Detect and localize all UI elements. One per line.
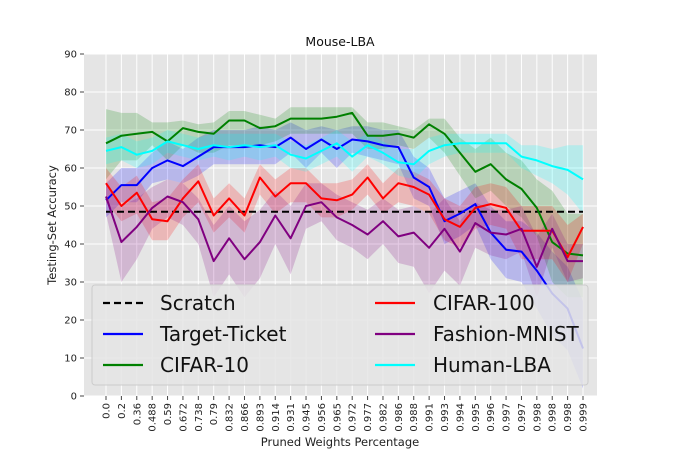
line-human-lba [105,140,584,181]
x-axis-ticks: 0.0 0.2 0.36 0.488 0.59 0.672 0.738 0.79 0.832 0.… [102,396,590,432]
band-human-lba [106,130,583,214]
x-axis-label: Pruned Weights Percentage [261,435,419,449]
x-tick-label: 0.998 [532,403,543,432]
x-tick-label: 0.672 [178,403,189,432]
legend-label-cifar-100: CIFAR-100 [433,291,535,315]
x-tick-label: 0.914 [271,403,282,432]
y-tick-label: 90 [64,50,77,61]
y-tick-label: 10 [64,354,77,365]
y-tick-label: 80 [64,88,77,99]
line-cifar-100 [105,176,584,259]
legend-label-target-ticket: Target-Ticket [159,322,287,346]
x-tick-label: 0.994 [455,403,466,432]
x-tick-label: 0.956 [317,403,328,432]
legend-label-cifar-10: CIFAR-10 [160,353,249,377]
series-lines [105,111,584,349]
x-tick-label: 0.982 [378,403,389,432]
x-tick-label: 0.488 [148,403,159,432]
x-tick-label: 0.997 [502,403,513,432]
legend-label-fashion-mnist: Fashion-MNIST [433,322,580,346]
x-tick-label: 0.999 [579,403,590,432]
x-tick-label: 0.988 [409,403,420,432]
x-tick-label: 0.977 [363,403,374,432]
line-cifar-10 [105,111,584,257]
line-target-ticket [105,136,584,349]
x-tick-label: 0.996 [486,403,497,432]
y-tick-label: 50 [64,202,77,213]
line-fashion-mnist [105,195,583,268]
x-tick-label: 0.59 [163,403,174,425]
x-tick-label: 0.866 [240,403,251,432]
y-tick-label: 20 [64,316,77,327]
band-cifar-10 [106,107,583,298]
band-fashion-mnist [106,179,583,298]
y-tick-label: 40 [64,240,77,251]
x-tick-label: 0.738 [194,403,205,432]
x-tick-label: 0.2 [117,403,128,419]
legend-label-scratch: Scratch [160,291,236,315]
y-tick-label: 70 [64,126,77,137]
x-tick-label: 0.832 [225,403,236,432]
y-tick-label: 30 [64,278,77,289]
legend-box [91,284,589,386]
x-tick-label: 0.993 [440,403,451,432]
x-tick-label: 0.965 [332,403,343,432]
x-tick-label: 0.36 [132,403,143,425]
y-tick-label: 60 [64,164,77,175]
x-tick-label: 0.997 [517,403,528,432]
confidence-bands [106,107,583,389]
x-tick-label: 0.986 [394,403,405,432]
legend-label-human-lba: Human-LBA [433,353,551,377]
y-tick-label: 0 [71,392,77,403]
legend: Scratch CIFAR-100 Target-Ticket Fashion-MNI… [91,284,589,386]
x-tick-label: 0.995 [471,403,482,432]
x-tick-label: 0.0 [102,403,113,419]
x-tick-label: 0.893 [255,403,266,432]
x-tick-label: 0.79 [209,403,220,425]
x-tick-label: 0.998 [563,403,574,432]
y-axis-label: Testing-Set Accuracy [45,165,59,286]
band-cifar-100 [106,164,583,282]
chart-title: Mouse-LBA [305,34,375,49]
x-tick-label: 0.945 [302,403,313,432]
x-tick-label: 0.998 [548,403,559,432]
x-tick-label: 0.972 [348,403,359,432]
x-tick-label: 0.931 [286,403,297,432]
y-axis-ticks: 0 10 20 30 40 50 60 70 80 90 [64,50,84,403]
x-tick-label: 0.991 [425,403,436,432]
